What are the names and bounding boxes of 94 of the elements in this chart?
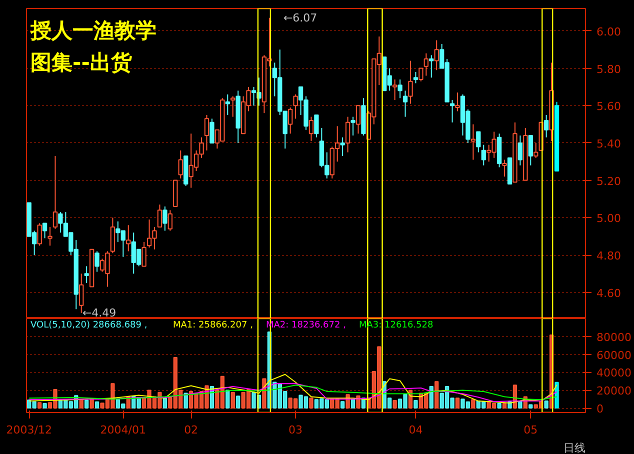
bar (429, 386, 434, 409)
x-tick-label: 03 (288, 424, 303, 436)
y-tick-label: 60000 (596, 348, 632, 362)
candlestick (502, 159, 507, 178)
y-tick-label: 20000 (596, 384, 632, 398)
candlestick (308, 116, 314, 142)
y-tick-label: 0 (596, 402, 604, 416)
candlestick (356, 105, 361, 134)
candlestick (178, 150, 183, 179)
candlestick (518, 134, 523, 166)
bar (340, 401, 345, 409)
candlestick (42, 222, 48, 239)
candlestick (157, 204, 162, 228)
bar (528, 404, 533, 409)
candlestick (476, 131, 481, 153)
bar (94, 401, 100, 409)
y-tick-label: 5.80 (596, 62, 621, 76)
candlestick (429, 54, 434, 78)
candlestick (52, 156, 58, 230)
bar (414, 400, 418, 409)
bar (502, 402, 507, 409)
candlestick (230, 96, 236, 118)
candlestick (94, 250, 100, 272)
candlestick (126, 224, 131, 252)
candlestick (455, 92, 460, 112)
candlestick (210, 118, 214, 144)
candlestick (544, 114, 549, 138)
text: VOL(5,10,20) 28668.689 , (30, 320, 148, 330)
candlestick (470, 124, 476, 160)
y-tick-label: 5.40 (596, 137, 621, 150)
x-tick-label: 02 (184, 424, 198, 436)
bar (434, 381, 439, 409)
candlestick (162, 206, 168, 232)
candlestick (392, 78, 398, 101)
bar (518, 401, 522, 409)
candlestick (345, 116, 350, 153)
bar (392, 400, 397, 409)
bar (236, 396, 240, 409)
y-tick-label: 5.20 (596, 174, 621, 188)
candlestick (450, 100, 455, 123)
y-tick-label: 40000 (596, 366, 632, 380)
candlestick (84, 266, 89, 284)
candlestick (142, 241, 146, 267)
x-tick-label: 04 (408, 424, 423, 436)
annotation: 授人一渔教学 (30, 18, 156, 42)
candlestick (424, 52, 428, 76)
bar (42, 403, 47, 409)
candlestick (408, 60, 413, 104)
candlestick (37, 222, 42, 246)
candlestick (340, 136, 345, 157)
bar (226, 390, 230, 409)
candlestick (418, 68, 424, 82)
bar (84, 400, 89, 409)
y-tick-label: 5.60 (596, 100, 621, 114)
x-tick-label: 2004/01 (100, 424, 146, 436)
candlestick (314, 114, 319, 138)
y-tick-label: 4.80 (596, 250, 621, 263)
bar (37, 402, 42, 409)
y-tick-label: 80000 (596, 330, 632, 344)
candlestick (204, 114, 210, 151)
bar (309, 398, 314, 409)
candlestick (168, 210, 172, 232)
annotation: ←6.07 (283, 11, 318, 24)
text: MA1: 25866.207 , (173, 320, 253, 330)
candlestick (481, 144, 486, 166)
annotation: 图集--出货 (30, 50, 133, 74)
bar (90, 399, 94, 409)
bar (554, 382, 559, 409)
x-tick-label: 2003/12 (6, 424, 52, 436)
bar (230, 392, 235, 409)
bar (455, 398, 460, 409)
candlestick (48, 226, 52, 246)
candlestick (293, 94, 298, 120)
candlestick (528, 134, 533, 166)
candlestick (534, 142, 538, 158)
candlestick (288, 106, 293, 134)
y-tick-label: 4.60 (596, 286, 621, 300)
candlestick (413, 71, 418, 84)
bar (162, 398, 168, 409)
candlestick (402, 90, 408, 118)
bar (497, 402, 502, 409)
candlestick (434, 40, 439, 71)
y-tick-label: 6.00 (596, 25, 621, 38)
candlestick (79, 273, 84, 314)
bar (350, 399, 356, 409)
bar (471, 399, 476, 409)
candlestick (225, 94, 230, 116)
bar (544, 400, 548, 409)
annotation: ←4.49 (82, 306, 116, 320)
x-tick-label: 05 (524, 424, 538, 436)
candlestick (350, 116, 356, 136)
candlestick (398, 78, 402, 99)
y-tick-label: 5.00 (596, 212, 621, 226)
text: 日线 (564, 442, 586, 454)
